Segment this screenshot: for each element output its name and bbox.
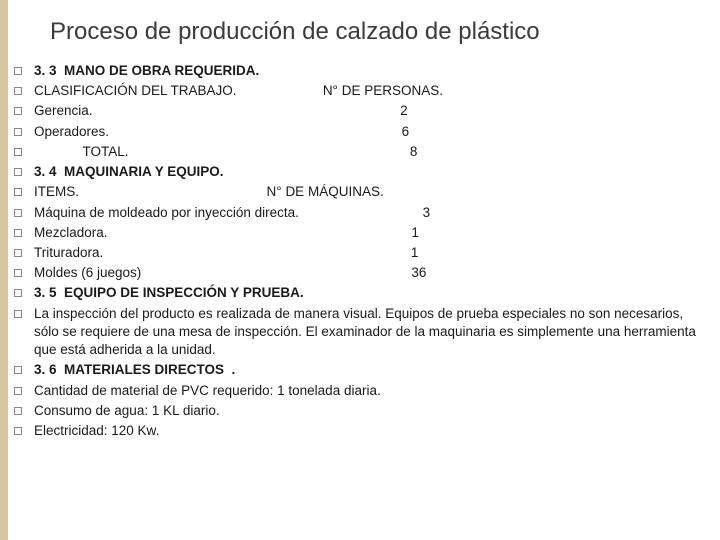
list-text: Electricidad: 120 Kw. <box>34 422 159 440</box>
list-text: Consumo de agua: 1 KL diario. <box>34 402 220 420</box>
table-row: Mezcladora. 1 <box>34 224 419 242</box>
table-row-total: TOTAL. 8 <box>34 143 417 161</box>
list-item: Gerencia. 2 <box>14 102 720 120</box>
table-row: Moldes (6 juegos) 36 <box>34 264 426 282</box>
bullet-icon <box>14 427 22 435</box>
content-list: 3. 3 MANO DE OBRA REQUERIDA. CLASIFICACI… <box>0 62 720 440</box>
list-item: Trituradora. 1 <box>14 244 720 262</box>
list-item: 3. 4 MAQUINARIA Y EQUIPO. <box>14 163 720 181</box>
list-item: La inspección del producto es realizada … <box>14 305 720 360</box>
bullet-icon <box>14 407 22 415</box>
section-heading: 3. 6 MATERIALES DIRECTOS . <box>34 361 235 379</box>
list-item: Máquina de moldeado por inyección direct… <box>14 204 720 222</box>
bullet-icon <box>14 128 22 136</box>
table-header-row: ITEMS. N° DE MÁQUINAS. <box>34 183 384 201</box>
bullet-icon <box>14 387 22 395</box>
bullet-icon <box>14 107 22 115</box>
list-item: Cantidad de material de PVC requerido: 1… <box>14 382 720 400</box>
bullet-icon <box>14 168 22 176</box>
bullet-icon <box>14 148 22 156</box>
bullet-icon <box>14 229 22 237</box>
list-item: CLASIFICACIÓN DEL TRABAJO. N° DE PERSONA… <box>14 82 720 100</box>
section-heading: 3. 4 MAQUINARIA Y EQUIPO. <box>34 163 224 181</box>
list-item: TOTAL. 8 <box>14 143 720 161</box>
list-item: 3. 3 MANO DE OBRA REQUERIDA. <box>14 62 720 80</box>
paragraph: La inspección del producto es realizada … <box>34 305 704 360</box>
list-item: 3. 6 MATERIALES DIRECTOS . <box>14 361 720 379</box>
table-row: Máquina de moldeado por inyección direct… <box>34 204 430 222</box>
bullet-icon <box>14 366 22 374</box>
table-row: Operadores. 6 <box>34 123 409 141</box>
table-row: Gerencia. 2 <box>34 102 408 120</box>
bullet-icon <box>14 289 22 297</box>
table-row: Trituradora. 1 <box>34 244 418 262</box>
bullet-icon <box>14 310 22 318</box>
table-header-row: CLASIFICACIÓN DEL TRABAJO. N° DE PERSONA… <box>34 82 443 100</box>
list-item: 3. 5 EQUIPO DE INSPECCIÓN Y PRUEBA. <box>14 284 720 302</box>
list-item: Mezcladora. 1 <box>14 224 720 242</box>
list-item: Operadores. 6 <box>14 123 720 141</box>
list-item: Electricidad: 120 Kw. <box>14 422 720 440</box>
bullet-icon <box>14 188 22 196</box>
accent-sidebar <box>0 0 8 540</box>
bullet-icon <box>14 249 22 257</box>
bullet-icon <box>14 87 22 95</box>
list-item: ITEMS. N° DE MÁQUINAS. <box>14 183 720 201</box>
list-text: Cantidad de material de PVC requerido: 1… <box>34 382 381 400</box>
section-heading: 3. 5 EQUIPO DE INSPECCIÓN Y PRUEBA. <box>34 284 304 302</box>
bullet-icon <box>14 209 22 217</box>
page-title: Proceso de producción de calzado de plás… <box>0 0 720 62</box>
bullet-icon <box>14 67 22 75</box>
bullet-icon <box>14 269 22 277</box>
list-item: Consumo de agua: 1 KL diario. <box>14 402 720 420</box>
list-item: Moldes (6 juegos) 36 <box>14 264 720 282</box>
section-heading: 3. 3 MANO DE OBRA REQUERIDA. <box>34 62 259 80</box>
